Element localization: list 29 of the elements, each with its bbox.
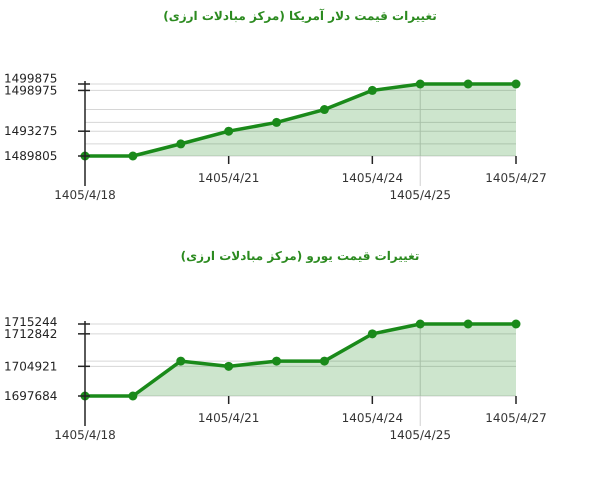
x-tick-label: 1405/4/24 bbox=[342, 171, 404, 185]
x-tick-label: 1405/4/21 bbox=[198, 171, 260, 185]
x-tick-label: 1405/4/18 bbox=[54, 188, 116, 202]
x-tick-label: 1405/4/21 bbox=[198, 411, 260, 425]
y-tick-label: 1493275 bbox=[4, 124, 58, 138]
point bbox=[224, 362, 234, 371]
x-tick-label: 1405/4/25 bbox=[389, 428, 451, 442]
x-tick-label: 1405/4/25 bbox=[389, 188, 451, 202]
x-tick-label: 1405/4/18 bbox=[54, 428, 116, 442]
x-tick-label: 1405/4/27 bbox=[485, 171, 547, 185]
x-tick-label: 1405/4/27 bbox=[485, 411, 547, 425]
point bbox=[464, 320, 473, 328]
point bbox=[320, 356, 329, 366]
point bbox=[176, 356, 186, 366]
x-tick-label: 1405/4/24 bbox=[342, 411, 404, 425]
y-tick-label: 1704921 bbox=[4, 359, 58, 374]
y-tick-label: 1715244 bbox=[4, 314, 58, 329]
point bbox=[416, 320, 425, 328]
chart-title: تغییرات قیمت یورو (مرکز مبادلات ارزی) bbox=[180, 248, 420, 265]
point bbox=[368, 329, 377, 338]
y-tick-label: 1697684 bbox=[4, 389, 58, 403]
y-tick-label: 1489805 bbox=[4, 149, 58, 163]
y-tick-label: 1498975 bbox=[4, 83, 58, 98]
point bbox=[272, 356, 282, 366]
point bbox=[512, 320, 520, 328]
chart-title: تغییرات قیمت دلار آمریکا (مرکز مبادلات ارزی) bbox=[162, 8, 438, 25]
y-tick-label: 1499875 bbox=[4, 71, 58, 86]
point bbox=[128, 392, 138, 400]
y-tick-label: 1712842 bbox=[4, 326, 58, 341]
